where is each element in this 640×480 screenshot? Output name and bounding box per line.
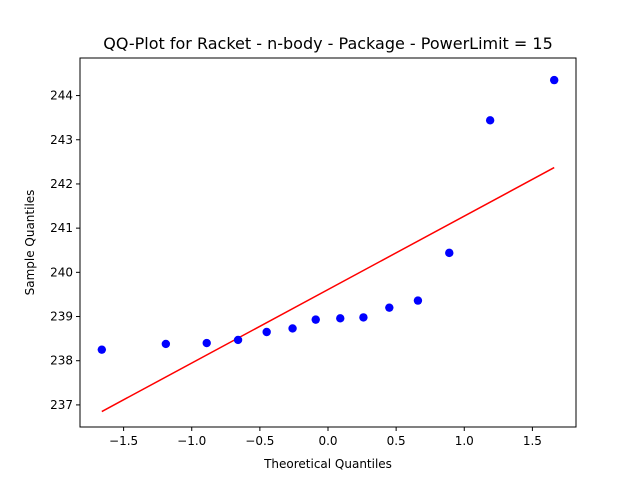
y-axis-label: Sample Quantiles [23,190,37,296]
y-tick-label: 239 [50,310,73,324]
x-tick-label: −1.0 [177,434,206,448]
y-tick-label: 243 [50,133,73,147]
data-point [359,313,368,322]
data-point [97,345,107,354]
x-tick-label: −1.5 [109,434,138,448]
data-point [311,315,320,324]
x-tick-label: 1.0 [455,434,474,448]
chart-title: QQ-Plot for Racket - n-body - Package - … [103,34,553,53]
y-tick-label: 242 [50,177,73,191]
y-tick-label: 237 [50,398,73,412]
x-tick-label: −0.5 [245,434,274,448]
data-point [385,303,394,312]
data-point [445,248,454,258]
data-point [202,338,211,348]
y-tick-label: 241 [50,221,73,235]
y-tick-label: 244 [50,89,73,103]
data-point [549,75,559,85]
x-tick-label: 1.5 [523,434,542,448]
reference-line [101,166,555,413]
y-axis-ticks: 237 238 239 240 241 242 243 244 [50,89,80,412]
x-tick-label: 0.5 [387,434,406,448]
data-point [336,314,345,323]
data-point [161,339,171,349]
data-point [288,324,297,333]
y-tick-label: 240 [50,265,73,279]
data-point [413,296,423,305]
x-axis-label: Theoretical Quantiles [263,457,392,471]
data-point [233,335,243,345]
plot-area [97,75,559,413]
x-axis-ticks: −1.5 −1.0 −0.5 0.0 0.5 1.0 1.5 [109,427,542,448]
y-tick-label: 238 [50,354,73,368]
data-point [262,327,271,337]
data-point [485,116,495,125]
x-tick-label: 0.0 [318,434,337,448]
